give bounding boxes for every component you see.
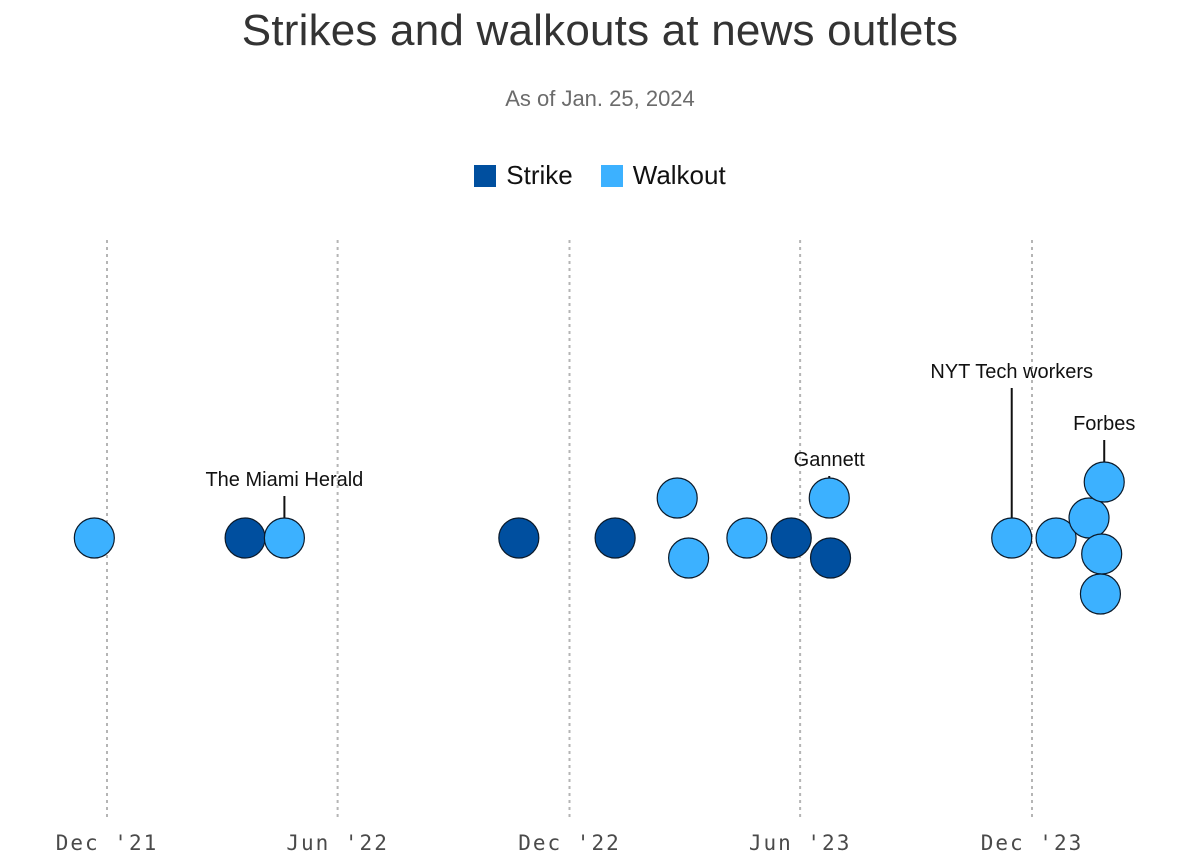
annotation-label: NYT Tech workers: [930, 361, 1093, 383]
data-point-walkout: [1079, 573, 1122, 615]
data-point-walkout: [656, 477, 698, 519]
data-point-walkout: [726, 517, 768, 559]
x-tick-label: Dec '21: [56, 831, 159, 855]
data-point-walkout: [263, 517, 305, 559]
chart-subtitle: As of Jan. 25, 2024: [505, 86, 695, 111]
x-tick-label: Dec '23: [981, 831, 1084, 855]
data-point-walkout: [1068, 497, 1110, 539]
legend-label-walkout: Walkout: [632, 160, 726, 190]
legend-swatch-strike: [474, 164, 497, 187]
data-point-strike: [594, 517, 636, 559]
data-point-strike: [498, 517, 540, 559]
annotations: The Miami Herald Gannett NYT Tech workers F…: [205, 361, 1135, 491]
data-point-strike: [770, 517, 812, 559]
data-point-walkout: [73, 517, 115, 559]
legend-item-walkout: Walkout: [600, 160, 726, 191]
data-point-strike: [809, 537, 852, 579]
legend-item-strike: Strike: [474, 160, 573, 191]
data-point-walkout: [668, 537, 710, 579]
data-point-walkout: [1081, 533, 1123, 575]
x-tick-label: Dec '22: [518, 831, 621, 855]
annotation-leaders: [283, 388, 1106, 518]
x-tick-label: Jun '22: [286, 831, 389, 855]
annotation-label: Gannett: [794, 449, 866, 471]
x-axis-ticks: Dec '21 Jun '22 Dec '22 Jun '23 Dec '23: [56, 831, 1084, 855]
data-point-walkout: [991, 517, 1033, 559]
x-tick-label: Jun '23: [749, 831, 852, 855]
data-point-walkout: [1083, 461, 1125, 503]
legend: Strike Walkout: [0, 160, 1200, 191]
legend-swatch-walkout: [600, 164, 623, 187]
data-point-strike: [224, 517, 266, 559]
annotation-label: The Miami Herald: [205, 469, 363, 491]
data-point-walkout: [1035, 517, 1077, 559]
data-points: [73, 461, 1125, 615]
annotation-label: Forbes: [1073, 413, 1135, 435]
data-point-walkout: [808, 477, 850, 519]
chart-title: Strikes and walkouts at news outlets: [241, 6, 959, 55]
legend-label-strike: Strike: [506, 160, 573, 190]
